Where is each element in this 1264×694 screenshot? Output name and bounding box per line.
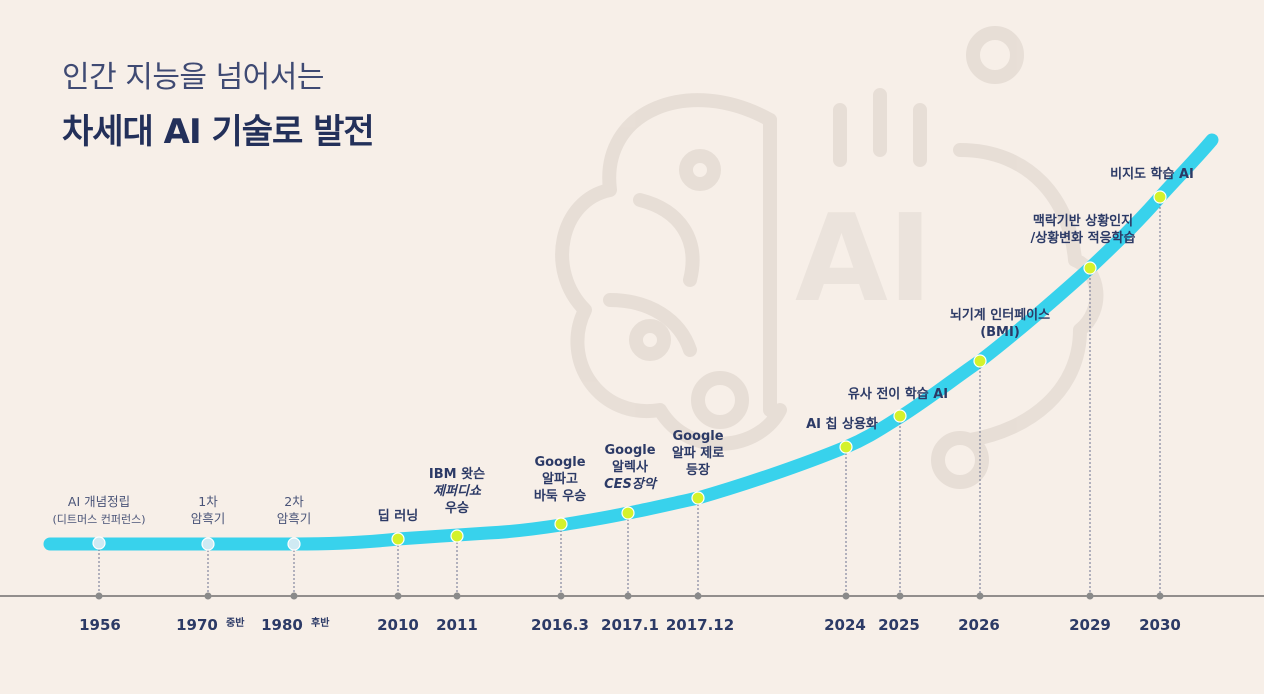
year-suffix: 중반 <box>226 616 245 629</box>
year-label: 2017.1 <box>601 616 659 634</box>
milestone-label-line: IBM 왓슨 <box>429 467 485 482</box>
milestone-label-line: Google <box>534 455 585 470</box>
milestone-label-line: 제퍼디쇼 <box>433 483 482 499</box>
milestone-dot <box>201 537 215 551</box>
milestone-label-line: 딥 러닝 <box>378 508 418 524</box>
milestone-label-line: 알렉사 <box>612 459 648 475</box>
milestone-label-line: 맥락기반 상황인지 <box>1033 213 1133 229</box>
milestone-2029: 맥락기반 상황인지/상황변화 적응학습 2029 <box>1031 213 1136 634</box>
year-label: 1980 <box>261 616 303 634</box>
milestone-dot <box>691 491 705 505</box>
milestone-label-line: AI 칩 상용화 <box>806 416 878 432</box>
year-label: 2024 <box>824 616 866 634</box>
baseline-marker <box>624 592 632 600</box>
milestone-dot <box>839 440 853 454</box>
baseline-marker <box>896 592 904 600</box>
milestone-label-line: 2차 <box>284 494 304 509</box>
baseline-marker <box>204 592 212 600</box>
milestone-label-line: 우승 <box>445 501 469 516</box>
milestone-label-line: Google <box>604 443 655 458</box>
milestone-label-line: 1차 <box>198 494 218 509</box>
milestone-2010: 딥 러닝 2010 <box>377 508 419 634</box>
milestone-label-line: AI 개념정립 <box>68 494 130 509</box>
year-label: 2030 <box>1139 616 1181 634</box>
milestone-dot <box>554 517 568 531</box>
baseline-marker <box>842 592 850 600</box>
year-label: 2025 <box>878 616 920 634</box>
milestone-label-line: 등장 <box>686 462 710 478</box>
baseline-marker <box>1156 592 1164 600</box>
year-label: 2011 <box>436 616 478 634</box>
year-label: 1956 <box>79 616 121 634</box>
year-label: 2026 <box>958 616 1000 634</box>
milestone-dot <box>893 409 907 423</box>
milestone-2026: 뇌기계 인터페이스 (BMI) 2026 <box>950 307 1050 634</box>
milestone-label-line: 뇌기계 인터페이스 <box>950 307 1050 323</box>
baseline-marker <box>290 592 298 600</box>
headline-line-2: 차세대 AI 기술로 발전 <box>62 112 375 152</box>
year-label: 2029 <box>1069 616 1111 634</box>
baseline-marker <box>557 592 565 600</box>
baseline-marker <box>694 592 702 600</box>
headline-line-1: 인간 지능을 넘어서는 <box>62 60 324 95</box>
year-label: 2017.12 <box>666 616 734 634</box>
milestone-label-line: 유사 전이 학습 AI <box>848 386 948 402</box>
year-suffix: 후반 <box>311 616 330 629</box>
milestone-dot <box>1083 261 1097 275</box>
milestone-dot <box>450 529 464 543</box>
baseline-marker <box>976 592 984 600</box>
milestone-label-line: 알파 제로 <box>672 446 724 461</box>
year-label: 1970 <box>176 616 218 634</box>
milestone-label-line: /상황변화 적응학습 <box>1031 230 1136 246</box>
milestone-label-line: (디트머스 컨퍼런스) <box>52 513 145 526</box>
milestone-dot <box>287 537 301 551</box>
milestone-dot <box>92 536 106 550</box>
baseline-marker <box>95 592 103 600</box>
milestone-dot <box>391 532 405 546</box>
milestone-label-line: 알파고 <box>542 472 578 487</box>
milestone-label-line: CES장악 <box>604 476 658 492</box>
milestone-label-line: (BMI) <box>980 325 1020 340</box>
milestone-label-line: 바둑 우승 <box>534 488 586 504</box>
milestone-dot <box>1153 190 1167 204</box>
milestone-2030: 비지도 학습 AI 2030 <box>1110 166 1194 634</box>
milestone-2024: AI 칩 상용화 2024 <box>806 416 878 634</box>
milestone-2025: 유사 전이 학습 AI 2025 <box>848 386 948 634</box>
ai-brain-gear-icon <box>555 26 1104 489</box>
year-label: 2016.3 <box>531 616 589 634</box>
milestone-label-line: 암흑기 <box>191 511 226 526</box>
milestone-dot <box>973 354 987 368</box>
milestone-label-line: 암흑기 <box>277 511 312 526</box>
milestone-1956: AI 개념정립 (디트머스 컨퍼런스) 1956 <box>52 494 145 634</box>
ai-watermark-icon: AI <box>795 190 933 329</box>
year-label: 2010 <box>377 616 419 634</box>
baseline-marker <box>394 592 402 600</box>
milestone-label-line: 비지도 학습 AI <box>1110 166 1194 182</box>
baseline-marker <box>1086 592 1094 600</box>
milestone-label-line: Google <box>672 429 723 444</box>
baseline-marker <box>453 592 461 600</box>
milestone-dot <box>621 506 635 520</box>
